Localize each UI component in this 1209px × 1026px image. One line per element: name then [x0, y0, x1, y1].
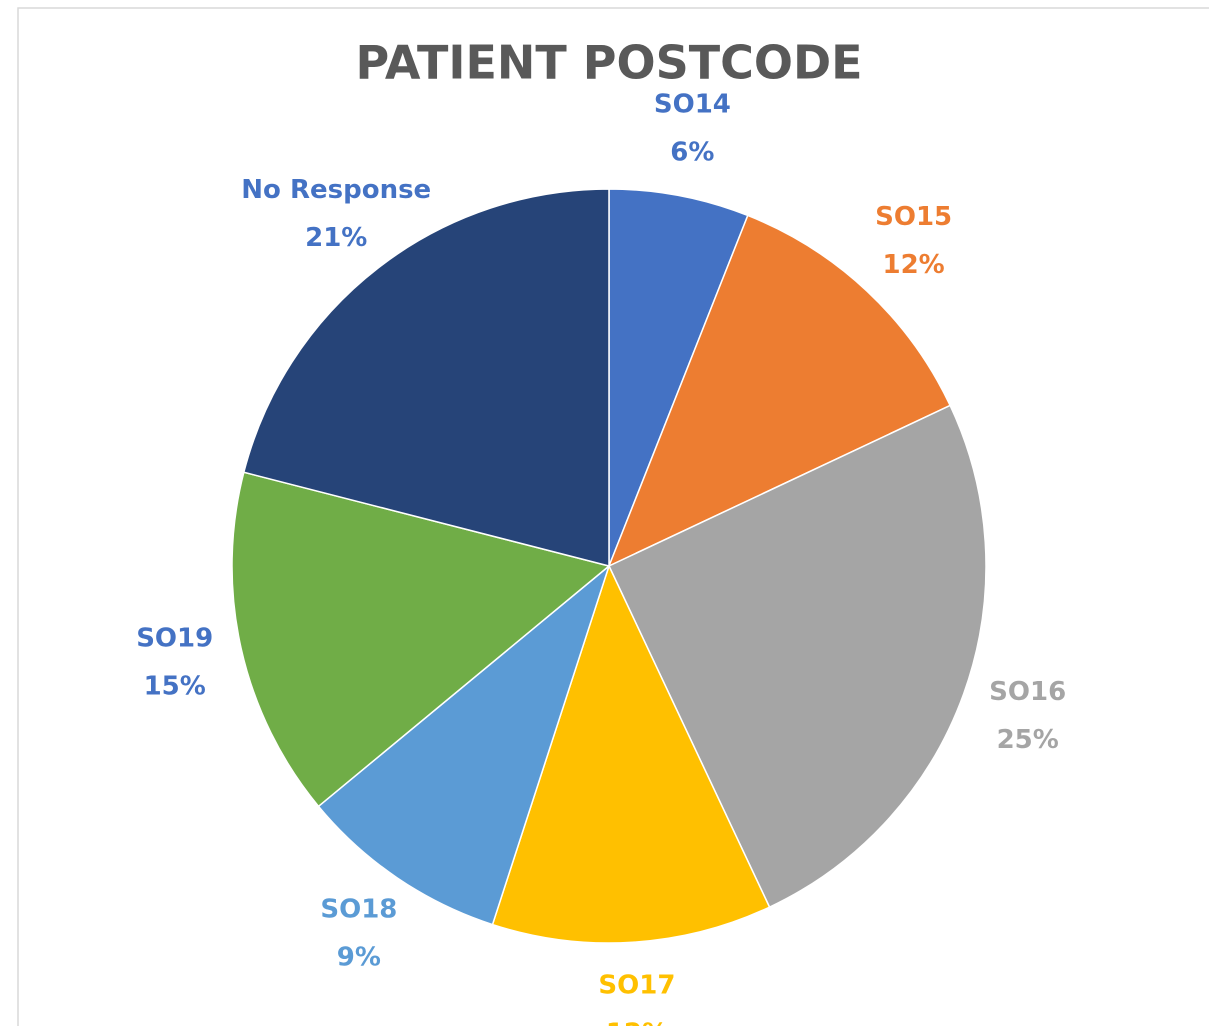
slice-label: SO16 — [989, 677, 1066, 707]
pie-slice — [491, 563, 771, 944]
slice-label: SO19 — [136, 624, 213, 654]
data-label: 21% — [305, 223, 367, 253]
data-label: 25% — [997, 725, 1059, 755]
data-label: 9% — [337, 943, 381, 973]
slice-label: SO17 — [598, 971, 675, 1001]
pie-slice — [231, 471, 611, 808]
pie-slice — [608, 188, 749, 567]
slice-label: SO18 — [320, 895, 397, 925]
pie-slice — [242, 188, 610, 567]
slice-label: SO15 — [875, 202, 952, 232]
slice-label: SO14 — [654, 89, 731, 119]
data-label: 12% — [606, 1019, 668, 1026]
data-label: 15% — [144, 672, 206, 702]
pie-slice — [607, 214, 952, 568]
slice-label: No Response — [241, 175, 431, 205]
pie-slice — [317, 563, 611, 926]
pie-slice — [608, 404, 987, 909]
chart-title: PATIENT POSTCODE — [355, 36, 862, 90]
data-label: 12% — [883, 250, 945, 280]
data-label: 6% — [670, 137, 714, 167]
